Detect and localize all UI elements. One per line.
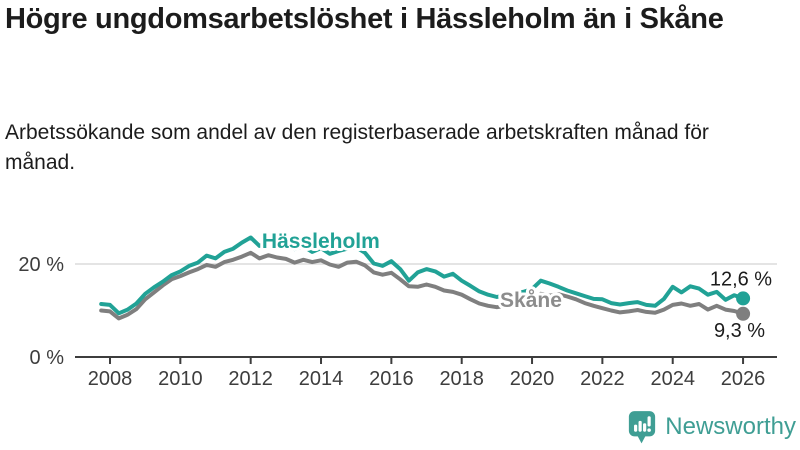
x-axis-label: 2014 [299, 368, 344, 390]
x-axis-label: 2010 [158, 368, 203, 390]
series-label-skåne: Skåne [500, 289, 562, 312]
series-label-hässleholm: Hässleholm [262, 230, 380, 253]
x-axis-label: 2024 [650, 368, 695, 390]
series-end-dot-skåne [736, 306, 751, 321]
x-axis-label: 2008 [88, 368, 133, 390]
y-axis-label: 20 % [18, 254, 64, 276]
series-end-dot-hässleholm [736, 291, 751, 306]
series-line-skåne [99, 250, 746, 321]
x-axis-label: 2012 [228, 368, 273, 390]
series-end-value-skåne: 9,3 % [714, 320, 765, 342]
newsworthy-logo-icon [629, 411, 656, 444]
x-axis-label: 2018 [439, 368, 484, 390]
unemployment-line-chart: 0 % 20 % 2008 2010 2012 2014 2016 2018 2020 2022 2… [18, 227, 777, 390]
y-axis-label: 0 % [30, 347, 65, 369]
x-axis-label: 2020 [510, 368, 555, 390]
newsworthy-branding: Newsworthy [627, 410, 796, 444]
page-title: Högre ungdomsarbetslöshet i Hässleholm ä… [5, 3, 724, 35]
x-axis-label: 2016 [369, 368, 414, 390]
newsworthy-logo-text: Newsworthy [665, 413, 796, 440]
chart-subtitle: Arbetssökande som andel av den registerb… [5, 121, 709, 175]
x-axis-label: 2022 [580, 368, 625, 390]
series-end-value-hässleholm: 12,6 % [710, 268, 772, 290]
series-line-hässleholm [99, 235, 746, 316]
x-axis-label: 2026 [721, 368, 766, 390]
